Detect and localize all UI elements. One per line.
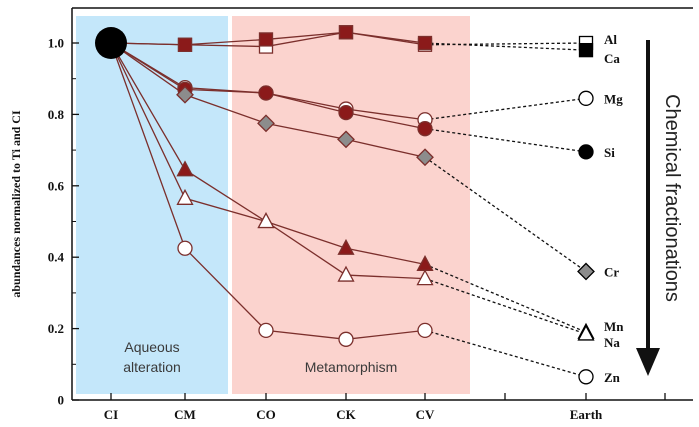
marker-si-ck — [338, 104, 354, 121]
marker-cr-cv — [416, 148, 434, 167]
origin-point-marker — [95, 27, 127, 59]
element-label-mn: Mn — [604, 319, 624, 334]
y-tick-label: 0 — [58, 393, 65, 408]
x-tick-label: Earth — [570, 407, 603, 422]
series-dashed-al — [424, 42, 587, 46]
series-dashed-zn — [424, 329, 587, 378]
axis-ticks: 0 0.2 0.4 0.6 0.8 1.0 CI CM CO CK CV Earth — [48, 36, 666, 422]
fractionation-arrow — [636, 40, 660, 376]
y-tick-label: 0.2 — [48, 321, 64, 336]
marker-zn-ck — [338, 331, 354, 347]
region-backgrounds: Aqueous alteration Metamorphism — [76, 16, 470, 394]
y-tick-label: 1.0 — [48, 36, 64, 51]
y-tick-label: 0.4 — [48, 250, 65, 265]
plot-frame — [71, 7, 693, 401]
element-label-si: Si — [604, 145, 615, 160]
marker-cr-cm — [176, 85, 194, 104]
marker-na-co — [257, 212, 275, 229]
marker-mg-earth — [578, 90, 594, 106]
marker-ca-co — [258, 32, 274, 47]
x-tick-label: CO — [256, 407, 276, 422]
x-tick-label: CK — [336, 407, 356, 422]
marker-ca-cv — [417, 35, 433, 51]
element-label-zn: Zn — [604, 370, 621, 385]
marker-zn-earth — [578, 369, 594, 385]
marker-zn-co — [258, 322, 274, 339]
region-label-0-0: Aqueous — [124, 339, 179, 355]
marker-ca-cm — [177, 37, 193, 52]
marker-si-earth — [578, 144, 594, 160]
marker-si-co — [258, 85, 274, 101]
marker-zn-cm — [177, 240, 193, 256]
y-tick-label: 0.8 — [48, 107, 65, 122]
marker-na-ck — [337, 265, 355, 282]
y-axis-title: abundances normalized to Ti and CI — [9, 110, 23, 298]
marker-na-cv — [416, 269, 434, 286]
marker-mn-cm — [176, 160, 194, 177]
y-tick-label: 0.6 — [48, 178, 65, 193]
marker-cr-earth — [577, 262, 595, 281]
element-label-mg: Mg — [604, 91, 623, 106]
marker-ca-ck — [338, 25, 354, 40]
x-tick-label: CI — [104, 407, 118, 422]
marker-zn-cv — [417, 322, 433, 339]
element-label-cr: Cr — [604, 264, 619, 279]
marker-na-earth — [577, 324, 595, 341]
marker-mn-ck — [337, 238, 355, 255]
element-label-na: Na — [604, 335, 620, 350]
marker-cr-ck — [337, 130, 355, 149]
series-markers — [95, 25, 595, 385]
element-label-al: Al — [604, 32, 617, 47]
series-dashed-mn — [424, 263, 587, 333]
region-band-0 — [76, 16, 228, 394]
side-title: Chemical fractionations — [661, 94, 683, 302]
region-label-1-0: Metamorphism — [305, 359, 398, 375]
region-label-0-1: alteration — [123, 359, 181, 375]
element-label-ca: Ca — [604, 51, 620, 66]
marker-na-cm — [176, 188, 194, 205]
marker-cr-co — [257, 114, 275, 133]
series-dashed-ca — [424, 42, 587, 51]
marker-ca-earth — [578, 42, 594, 58]
x-tick-label: CM — [174, 407, 196, 422]
marker-si-cv — [417, 121, 433, 137]
x-tick-label: CV — [416, 407, 435, 422]
series-dashed-na — [424, 278, 587, 335]
arrow-head — [636, 348, 660, 376]
